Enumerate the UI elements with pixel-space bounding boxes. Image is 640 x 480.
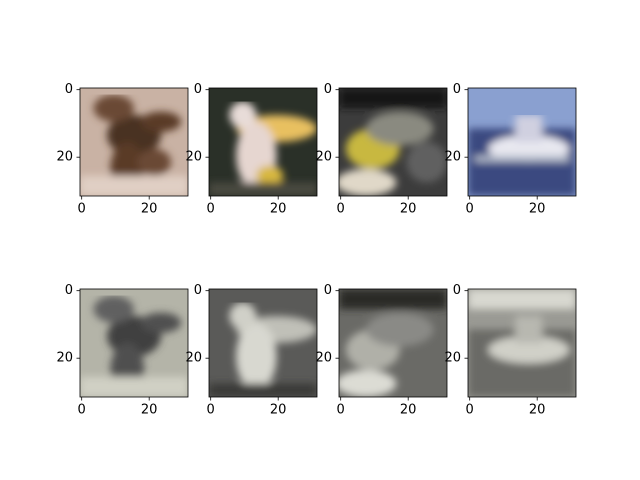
image [209, 88, 317, 196]
x-tick-label: 20 [270, 202, 287, 217]
y-tick-label: 20 [185, 150, 202, 165]
x-tick-label: 20 [400, 403, 417, 418]
x-tick-label: 20 [529, 202, 546, 217]
image [339, 88, 447, 196]
y-tick-label: 20 [444, 351, 461, 366]
x-tick-label: 20 [529, 403, 546, 418]
axes: 0 20 0 20 [185, 283, 318, 418]
y-tick-label: 0 [324, 283, 332, 298]
image [80, 88, 188, 196]
image [339, 289, 447, 397]
y-tick-label: 20 [185, 351, 202, 366]
axes-frame [467, 288, 577, 398]
axes: 0 20 0 20 [56, 82, 189, 217]
axes-frame [79, 288, 189, 398]
y-tick-label: 20 [315, 351, 332, 366]
axes-frame [79, 87, 189, 197]
y-tick-label: 20 [56, 150, 73, 165]
axes-frame [208, 288, 318, 398]
x-tick-label: 0 [337, 403, 345, 418]
y-tick-label: 0 [194, 82, 202, 97]
axes: 0 20 0 20 [315, 283, 448, 418]
y-tick-label: 0 [65, 283, 73, 298]
x-tick-label: 0 [78, 202, 86, 217]
x-tick-label: 0 [78, 403, 86, 418]
axes: 0 20 0 20 [185, 82, 318, 217]
y-tick-label: 20 [315, 150, 332, 165]
x-tick-label: 0 [466, 202, 474, 217]
y-tick-label: 0 [324, 82, 332, 97]
image [80, 289, 188, 397]
axes: 0 20 0 20 [315, 82, 448, 217]
axes: 0 20 0 20 [444, 82, 577, 217]
axes-frame [208, 87, 318, 197]
y-tick-label: 0 [453, 82, 461, 97]
y-tick-label: 0 [65, 82, 73, 97]
x-tick-label: 0 [207, 202, 215, 217]
x-tick-label: 0 [337, 202, 345, 217]
axes: 0 20 0 20 [56, 283, 189, 418]
x-tick-label: 20 [141, 202, 158, 217]
image [468, 289, 576, 397]
axes-frame [338, 288, 448, 398]
y-tick-label: 0 [453, 283, 461, 298]
image [468, 88, 576, 196]
image [209, 289, 317, 397]
x-tick-label: 0 [207, 403, 215, 418]
y-tick-label: 20 [444, 150, 461, 165]
x-tick-label: 20 [400, 202, 417, 217]
x-tick-label: 20 [270, 403, 287, 418]
x-tick-label: 0 [466, 403, 474, 418]
x-tick-label: 20 [141, 403, 158, 418]
axes-frame [338, 87, 448, 197]
axes-frame [467, 87, 577, 197]
y-tick-label: 20 [56, 351, 73, 366]
axes: 0 20 0 20 [444, 283, 577, 418]
y-tick-label: 0 [194, 283, 202, 298]
